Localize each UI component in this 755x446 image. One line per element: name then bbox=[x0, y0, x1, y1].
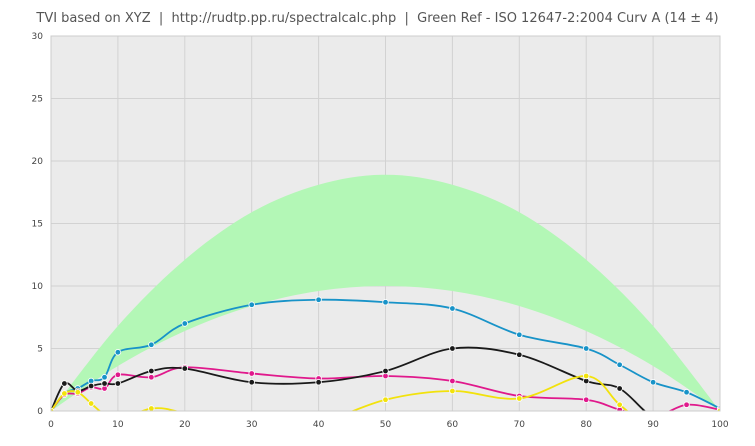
data-point bbox=[382, 367, 389, 375]
data-point bbox=[61, 390, 68, 397]
x-tick-label: 30 bbox=[246, 420, 258, 430]
data-point bbox=[449, 387, 456, 395]
data-point bbox=[516, 395, 523, 402]
y-tick-label: 20 bbox=[32, 157, 44, 167]
x-tick-label: 80 bbox=[580, 420, 592, 430]
x-tick-label: 40 bbox=[313, 420, 325, 430]
data-point bbox=[616, 401, 623, 408]
plot-frame bbox=[50, 35, 721, 412]
series-3 bbox=[51, 372, 720, 411]
data-point bbox=[449, 305, 456, 312]
chart-title: TVI based on XYZ | http://rudtp.pp.ru/sp… bbox=[36, 11, 719, 26]
data-point bbox=[716, 407, 720, 411]
data-point bbox=[315, 379, 322, 386]
y-tick-label: 15 bbox=[32, 220, 43, 230]
x-tick-label: 20 bbox=[179, 420, 191, 430]
data-point bbox=[449, 377, 456, 385]
x-tick-label: 0 bbox=[48, 420, 54, 430]
data-point bbox=[315, 296, 322, 303]
data-point bbox=[583, 396, 590, 403]
data-point bbox=[61, 380, 68, 387]
data-point bbox=[516, 331, 523, 338]
y-tick-label: 25 bbox=[32, 95, 43, 105]
data-point bbox=[114, 349, 122, 356]
data-point bbox=[248, 301, 255, 308]
data-point bbox=[382, 299, 389, 306]
data-point bbox=[181, 320, 188, 327]
data-point bbox=[449, 345, 456, 352]
x-tick-label: 70 bbox=[514, 420, 526, 430]
data-point bbox=[114, 380, 122, 387]
data-point bbox=[114, 371, 122, 378]
data-point bbox=[148, 405, 155, 411]
data-point bbox=[101, 374, 108, 381]
data-point bbox=[649, 379, 657, 386]
x-tick-label: 60 bbox=[447, 420, 459, 430]
y-tick-label: 10 bbox=[32, 282, 44, 292]
data-point bbox=[248, 379, 255, 386]
x-tick-label: 90 bbox=[647, 420, 659, 430]
data-point bbox=[87, 400, 95, 407]
reference-band bbox=[51, 174, 720, 411]
data-point bbox=[148, 367, 155, 375]
x-tick-label: 50 bbox=[380, 420, 392, 430]
data-point bbox=[616, 385, 623, 392]
y-tick-label: 30 bbox=[32, 32, 44, 42]
data-point bbox=[148, 374, 155, 381]
x-tick-label: 10 bbox=[112, 420, 124, 430]
data-point bbox=[248, 370, 255, 377]
data-point bbox=[148, 341, 155, 348]
data-point bbox=[516, 351, 523, 358]
y-tick-label: 0 bbox=[37, 407, 43, 417]
data-point bbox=[382, 396, 389, 403]
data-point bbox=[181, 365, 188, 372]
data-point bbox=[616, 361, 623, 368]
data-point bbox=[74, 389, 81, 396]
data-point bbox=[583, 345, 590, 352]
y-tick-label: 5 bbox=[37, 345, 43, 355]
data-point bbox=[683, 401, 690, 408]
data-point bbox=[683, 389, 690, 396]
data-point bbox=[87, 382, 95, 390]
data-point bbox=[583, 372, 590, 380]
x-tick-label: 100 bbox=[711, 420, 728, 430]
data-point bbox=[101, 380, 108, 387]
